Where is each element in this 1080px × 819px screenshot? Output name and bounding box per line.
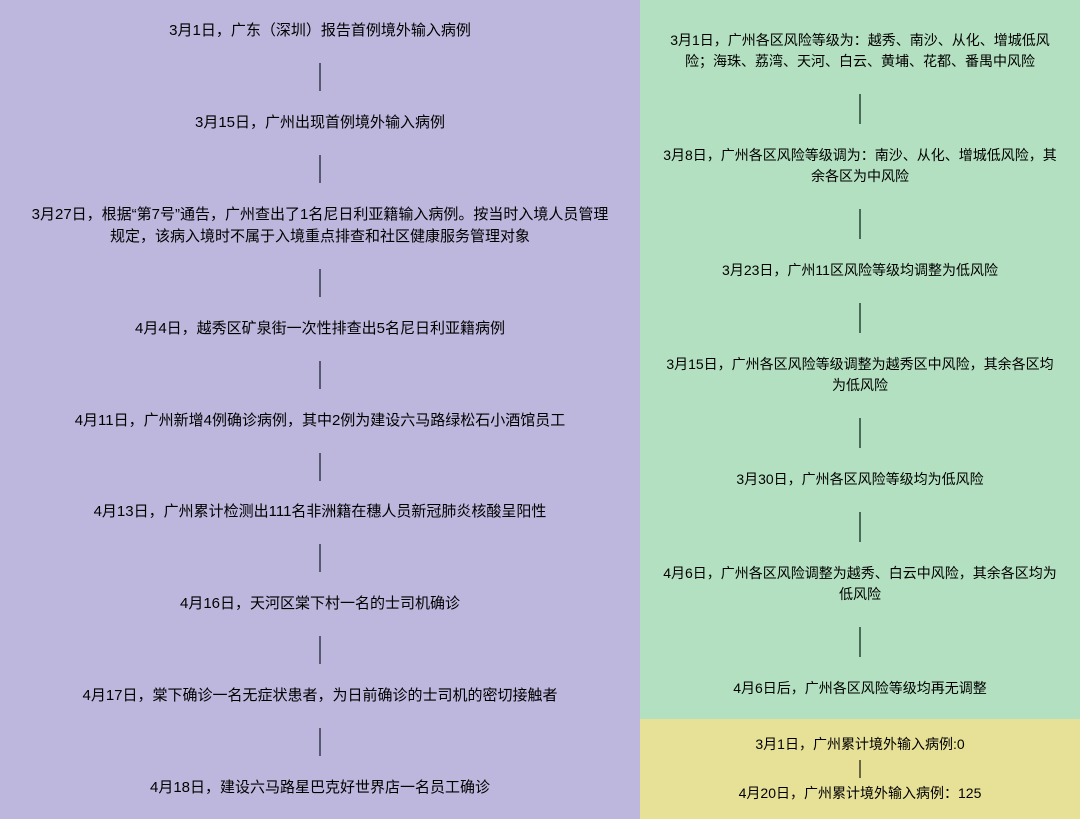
right-bottom-timeline-panel: 3月1日，广州累计境外输入病例:0 4月20日，广州累计境外输入病例：125 (640, 719, 1080, 819)
timeline-connector (319, 269, 321, 297)
timeline-entry: 3月15日，广州出现首例境外输入病例 (195, 112, 445, 135)
timeline-entry: 4月4日，越秀区矿泉街一次性排查出5名尼日利亚籍病例 (135, 318, 505, 341)
timeline-connector (859, 418, 861, 448)
timeline-connector (859, 512, 861, 542)
timeline-entry: 4月17日，棠下确诊一名无症状患者，为日前确诊的士司机的密切接触者 (82, 685, 557, 708)
timeline-entry: 4月13日，广州累计检测出111名非洲籍在穗人员新冠肺炎核酸呈阳性 (94, 501, 547, 524)
right-top-timeline: 3月1日，广州各区风险等级为：越秀、南沙、从化、增城低风险；海珠、荔湾、天河、白… (658, 30, 1062, 699)
timeline-connector (859, 627, 861, 657)
timeline-connector (859, 760, 861, 778)
timeline-entry: 4月6日后，广州各区风险等级均再无调整 (733, 678, 987, 699)
timeline-connector (319, 63, 321, 91)
right-side: 3月1日，广州各区风险等级为：越秀、南沙、从化、增城低风险；海珠、荔湾、天河、白… (640, 0, 1080, 819)
timeline-entry: 3月30日，广州各区风险等级均为低风险 (736, 469, 983, 490)
timeline-entry: 3月15日，广州各区风险等级调整为越秀区中风险，其余各区均为低风险 (660, 354, 1060, 396)
timeline-connector (319, 544, 321, 572)
timeline-entry: 3月1日，广东（深圳）报告首例境外输入病例 (169, 20, 471, 43)
timeline-connector (319, 453, 321, 481)
timeline-connector (859, 94, 861, 124)
left-timeline: 3月1日，广东（深圳）报告首例境外输入病例 3月15日，广州出现首例境外输入病例 3… (30, 20, 610, 799)
timeline-entry: 3月8日，广州各区风险等级调为：南沙、从化、增城低风险，其余各区为中风险 (660, 145, 1060, 187)
timeline-entry: 4月6日，广州各区风险调整为越秀、白云中风险，其余各区均为低风险 (660, 563, 1060, 605)
timeline-connector (319, 361, 321, 389)
timeline-entry: 4月20日，广州累计境外输入病例：125 (739, 783, 982, 804)
timeline-entry: 3月1日，广州各区风险等级为：越秀、南沙、从化、增城低风险；海珠、荔湾、天河、白… (660, 30, 1060, 72)
timeline-entry: 3月1日，广州累计境外输入病例:0 (755, 734, 964, 755)
timeline-entry: 3月23日，广州11区风险等级均调整为低风险 (722, 260, 998, 281)
timeline-entry: 4月16日，天河区棠下村一名的士司机确诊 (180, 593, 460, 616)
timeline-connector (319, 155, 321, 183)
timeline-entry: 3月27日，根据“第7号”通告，广州查出了1名尼日利亚籍输入病例。按当时入境人员… (30, 204, 610, 249)
timeline-connector (319, 728, 321, 756)
timeline-connector (319, 636, 321, 664)
right-bottom-timeline: 3月1日，广州累计境外输入病例:0 4月20日，广州累计境外输入病例：125 (658, 734, 1062, 804)
left-timeline-panel: 3月1日，广东（深圳）报告首例境外输入病例 3月15日，广州出现首例境外输入病例 3… (0, 0, 640, 819)
timeline-connector (859, 303, 861, 333)
timeline-entry: 4月18日，建设六马路星巴克好世界店一名员工确诊 (150, 777, 490, 800)
right-top-timeline-panel: 3月1日，广州各区风险等级为：越秀、南沙、从化、增城低风险；海珠、荔湾、天河、白… (640, 0, 1080, 719)
timeline-connector (859, 209, 861, 239)
timeline-entry: 4月11日，广州新增4例确诊病例，其中2例为建设六马路绿松石小酒馆员工 (75, 410, 566, 433)
